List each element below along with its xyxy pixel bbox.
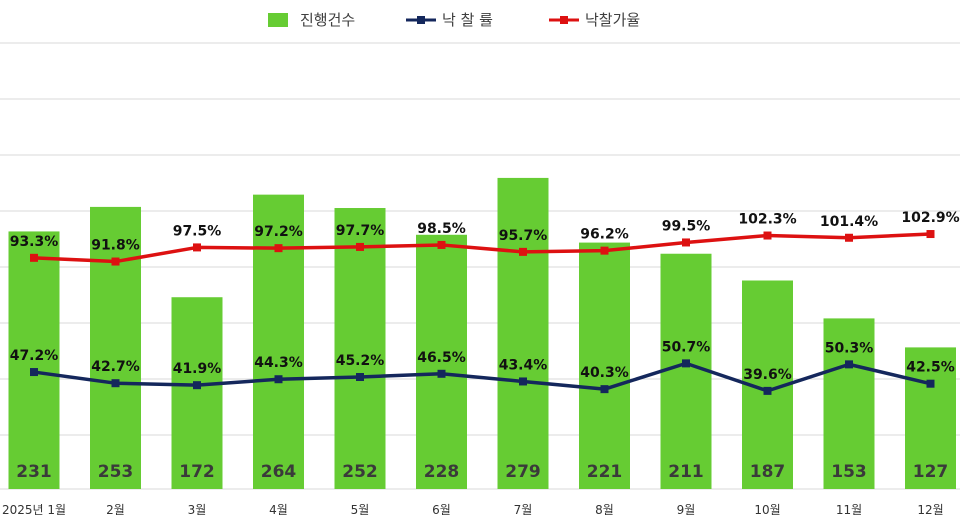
data-label: 99.5%	[662, 218, 711, 234]
bar-value-label: 127	[913, 462, 949, 482]
data-point	[519, 247, 527, 256]
legend-marker	[417, 16, 425, 24]
bar	[660, 253, 712, 489]
line-series	[30, 230, 935, 395]
data-label: 42.5%	[906, 360, 955, 376]
data-point	[193, 381, 201, 390]
data-point	[682, 238, 690, 247]
data-point	[845, 233, 853, 242]
data-label: 95.7%	[499, 228, 548, 244]
x-tick-label: 2025년 1월	[2, 503, 66, 517]
data-label: 91.8%	[91, 238, 140, 254]
data-label: 97.2%	[254, 224, 303, 240]
bar-value-label: 264	[261, 462, 297, 482]
x-tick-label: 5월	[351, 503, 370, 517]
bar-value-label: 187	[750, 462, 786, 482]
bar	[90, 206, 141, 489]
gridlines	[0, 42, 960, 490]
data-point	[600, 385, 609, 394]
data-label: 42.7%	[91, 359, 140, 375]
legend: 진행건수 낙 찰 률 낙찰가율	[268, 11, 640, 29]
data-label: 93.3%	[10, 234, 59, 250]
x-tick-label: 10월	[754, 503, 780, 517]
bar	[497, 177, 549, 490]
x-tick-label: 8월	[595, 503, 614, 517]
x-tick-label: 4월	[269, 503, 288, 517]
data-label: 97.5%	[173, 223, 222, 239]
bar	[253, 194, 304, 489]
data-label: 40.3%	[580, 365, 629, 381]
bar-value-label: 221	[587, 462, 623, 482]
x-tick-label: 12월	[917, 503, 943, 517]
data-label: 101.4%	[820, 214, 878, 230]
data-label: 43.4%	[499, 357, 548, 373]
data-label: 98.5%	[417, 221, 466, 237]
data-point	[763, 386, 772, 395]
x-tick-label: 2월	[106, 503, 125, 517]
bar-value-label: 211	[668, 462, 704, 482]
legend-swatch	[268, 13, 288, 27]
data-label: 50.7%	[662, 339, 711, 355]
bar	[416, 234, 467, 489]
bar-value-label: 253	[98, 462, 134, 482]
data-label: 47.2%	[10, 348, 59, 364]
data-point	[437, 240, 446, 249]
data-label: 50.3%	[825, 340, 874, 356]
x-axis-ticks: 2025년 1월 2월 3월 4월 5월 6월 7월 8월 9월 10월 11월 12월	[2, 503, 944, 517]
x-tick-label: 7월	[514, 503, 533, 517]
bar-value-label: 231	[16, 462, 52, 482]
bar	[823, 318, 875, 489]
data-point	[519, 377, 527, 386]
x-tick-label: 11월	[836, 503, 862, 517]
bar-value-label: 172	[179, 462, 215, 482]
data-label: 45.2%	[336, 353, 385, 369]
bar	[905, 347, 956, 489]
data-point	[274, 375, 283, 384]
data-point	[193, 243, 201, 252]
legend-marker	[560, 16, 568, 24]
data-point	[600, 246, 609, 255]
data-point	[274, 244, 283, 253]
series-line-낙찰가율	[33, 232, 931, 264]
data-labels: 231 253 172 264 252 228 279 221 211 187 153 127 47.2…	[10, 210, 960, 482]
legend-label: 낙 찰 률	[442, 11, 493, 29]
data-label: 41.9%	[173, 361, 222, 377]
bar	[579, 242, 630, 489]
legend-label: 낙찰가율	[585, 11, 640, 29]
bar	[171, 297, 223, 489]
data-point	[356, 242, 364, 251]
data-point	[926, 230, 935, 239]
bar	[8, 231, 60, 489]
x-tick-label: 9월	[677, 503, 696, 517]
data-label: 102.9%	[901, 210, 959, 226]
data-point	[356, 373, 364, 382]
data-label: 46.5%	[417, 350, 466, 366]
bar-value-label: 153	[831, 462, 867, 482]
data-label: 97.7%	[336, 223, 385, 239]
data-label: 44.3%	[254, 355, 303, 371]
data-label: 102.3%	[738, 212, 796, 228]
data-point	[845, 360, 853, 369]
data-point	[30, 368, 38, 377]
bar-value-label: 228	[424, 462, 460, 482]
series-line-낙찰률	[33, 361, 931, 393]
data-point	[30, 253, 38, 262]
data-point	[111, 379, 120, 388]
bar	[334, 208, 386, 489]
bar-value-label: 252	[342, 462, 378, 482]
bar-series	[8, 177, 956, 490]
legend-label: 진행건수	[300, 11, 355, 29]
x-tick-label: 3월	[188, 503, 207, 517]
bar-value-label: 279	[505, 462, 541, 482]
x-tick-label: 6월	[432, 503, 451, 517]
data-point	[763, 231, 772, 240]
data-label: 39.6%	[743, 367, 792, 383]
data-label: 96.2%	[580, 227, 629, 243]
data-point	[111, 257, 120, 266]
data-point	[926, 379, 935, 388]
data-point	[682, 359, 690, 368]
data-point	[437, 369, 446, 378]
